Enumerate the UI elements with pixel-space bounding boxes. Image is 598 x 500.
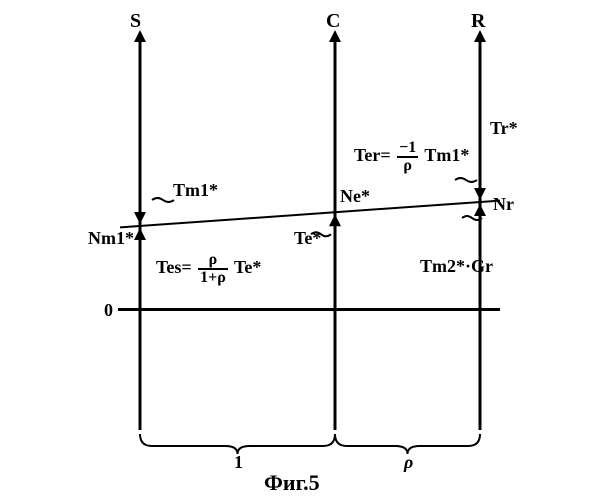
label-tm1: Tm1* [173,180,218,201]
label-nr: Nr [493,194,514,215]
ter-rhs: Tm1* [424,145,469,165]
span-right-label: ρ [404,452,413,473]
label-te: Te* [294,228,321,249]
label-ter: Ter= −1 ρ Tm1* [354,140,469,174]
tes-lhs: Tes= [156,257,192,277]
ter-den: ρ [397,156,418,174]
zero-label: 0 [104,300,113,321]
figure-caption: Фиг.5 [264,470,320,496]
tes-den: 1+ρ [198,268,228,286]
axis-label-c: C [326,10,340,33]
label-tr: Tr* [490,118,518,139]
tes-fraction: ρ 1+ρ [198,252,228,286]
label-tes: Tes= ρ 1+ρ Te* [156,252,261,286]
zero-line [118,308,500,311]
axis-label-s: S [130,10,141,33]
ter-num: −1 [397,140,418,156]
tes-rhs: Te* [234,257,261,277]
tes-num: ρ [198,252,228,268]
ter-lhs: Ter= [354,145,391,165]
label-tm2gr: Tm2*·Gr [420,256,493,277]
label-ne: Ne* [340,186,370,207]
nomograph-diagram: S C R 0 Tm1* Nm1* Tes= ρ 1+ρ Te* Ne* Te*… [0,0,598,500]
ter-fraction: −1 ρ [397,140,418,174]
label-nm1: Nm1* [88,228,134,249]
axis-label-r: R [471,10,485,33]
svg-layer [0,0,598,500]
span-left-label: 1 [234,452,243,473]
